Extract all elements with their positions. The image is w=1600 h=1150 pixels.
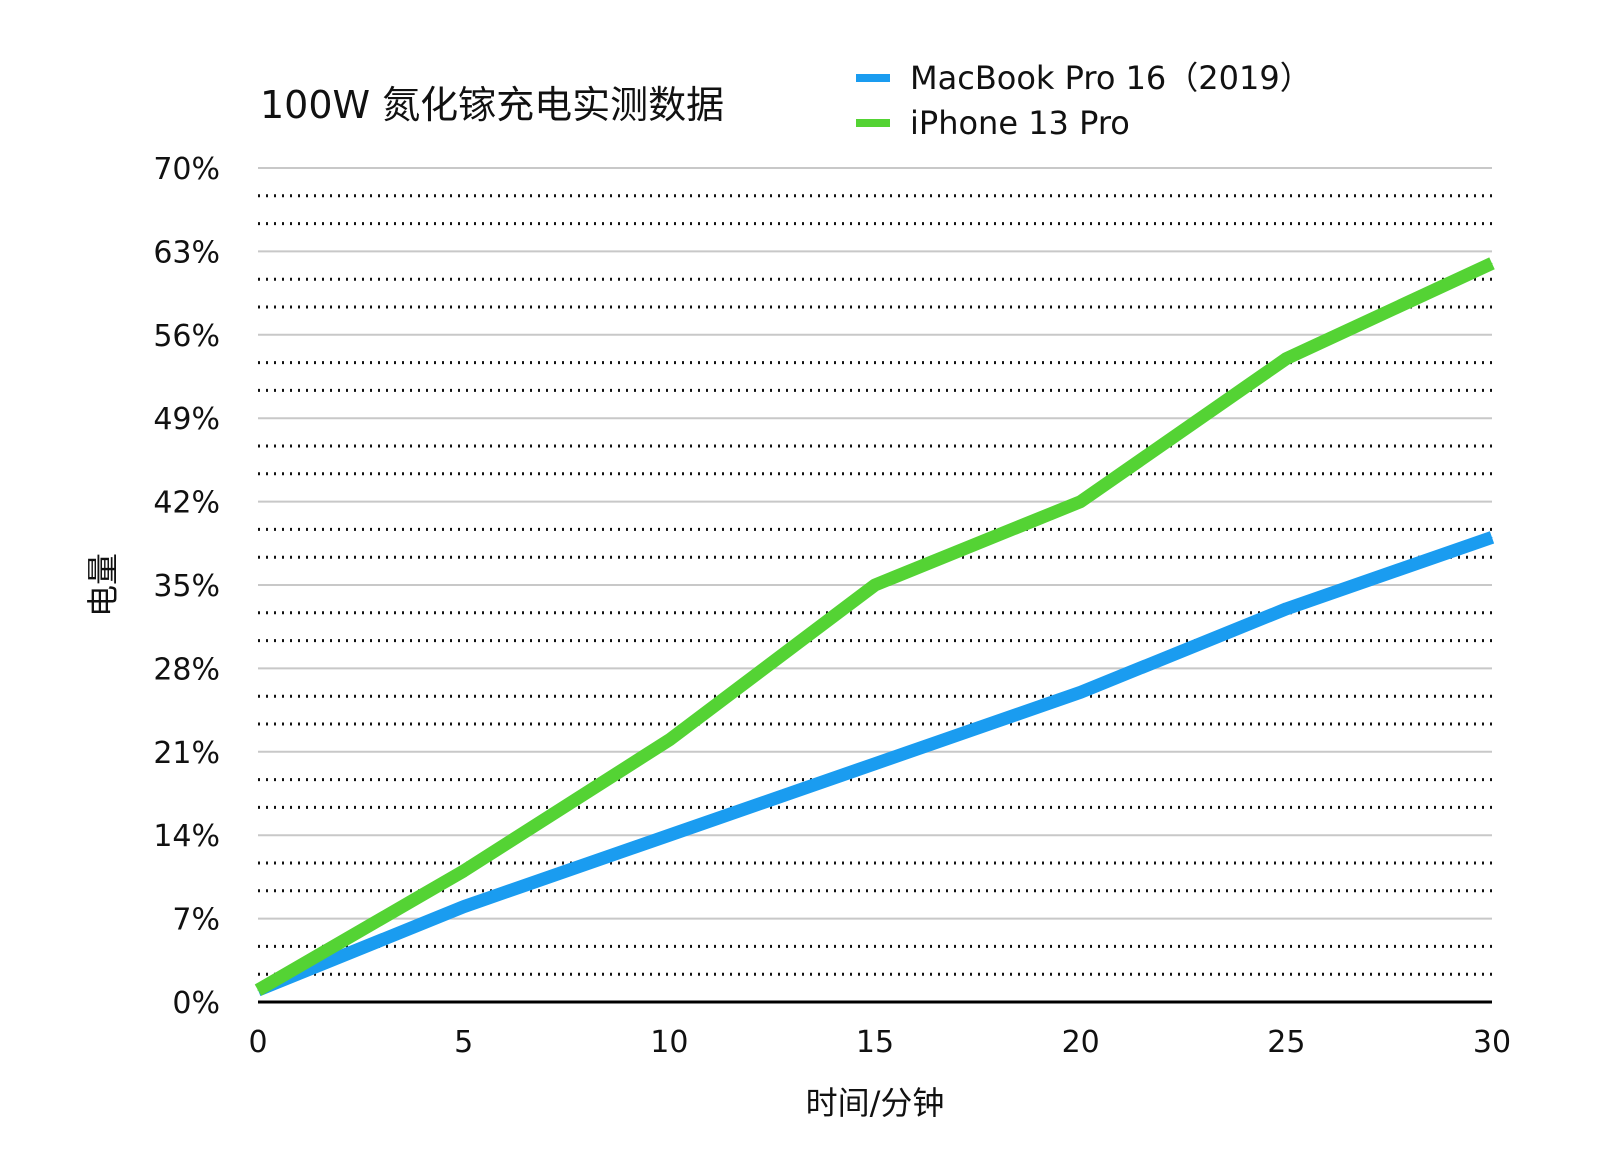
y-tick-label: 28% [153,652,220,687]
x-tick-label: 5 [454,1025,473,1060]
y-tick-label: 63% [153,235,220,270]
data-point [1285,358,1287,360]
x-tick-label: 10 [650,1025,688,1060]
chart-title: 100W 氮化镓充电实测数据 [260,83,724,127]
series-line-1 [254,257,1495,996]
x-tick-label: 0 [248,1025,267,1060]
data-point [668,834,670,836]
legend: MacBook Pro 16（2019） iPhone 13 Pro [856,59,1312,142]
x-axis-ticks: 0 5 10 15 20 25 30 [248,1025,1511,1060]
data-point [874,584,876,586]
y-tick-label: 14% [153,819,220,854]
x-tick-label: 15 [856,1025,894,1060]
legend-label: MacBook Pro 16（2019） [910,59,1312,97]
y-tick-label: 70% [153,152,220,187]
data-point [463,906,465,908]
series-lines [254,257,1495,997]
y-tick-label: 56% [153,319,220,354]
legend-label: iPhone 13 Pro [910,104,1130,142]
x-tick-label: 25 [1267,1025,1305,1060]
y-tick-label: 0% [172,986,220,1021]
y-tick-label: 42% [153,486,220,521]
data-point [668,739,670,741]
x-tick-label: 30 [1473,1025,1511,1060]
data-point [1080,501,1082,503]
y-tick-label: 49% [153,402,220,437]
y-tick-label: 21% [153,736,220,771]
y-tick-label: 7% [172,903,220,938]
data-point [1080,691,1082,693]
y-axis-title: 电量 [84,553,122,617]
y-tick-label: 35% [153,569,220,604]
grid [258,167,1492,976]
x-axis-title: 时间/分钟 [806,1084,945,1122]
x-tick-label: 20 [1062,1025,1100,1060]
data-point [874,763,876,765]
data-point [1491,262,1493,264]
data-point [463,870,465,872]
data-point [1285,608,1287,610]
data-point [1491,536,1493,538]
y-axis-ticks: 0% 7% 14% 21% 28% 35% 42% 49% 56% 63% 70% [153,152,220,1021]
data-point [257,989,259,991]
